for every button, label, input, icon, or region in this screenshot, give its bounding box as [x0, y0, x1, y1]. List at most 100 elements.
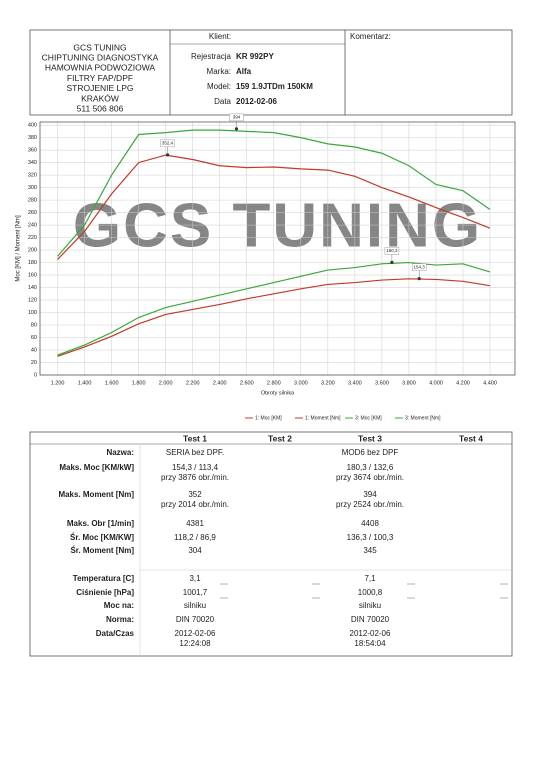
- y-tick-label: 200: [28, 248, 37, 254]
- field-value: KR 992PY: [236, 52, 274, 61]
- y-tick-label: 160: [28, 273, 37, 279]
- field-label: Data: [214, 97, 231, 106]
- company-line: KRAKÓW: [81, 93, 119, 103]
- x-axis-label: Obroty silnika: [261, 390, 295, 396]
- field-label: Rejestracja: [191, 52, 232, 61]
- y-tick-label: 120: [28, 297, 37, 303]
- x-tick-label: 1.800: [132, 380, 146, 386]
- x-tick-label: 3.600: [375, 380, 389, 386]
- cell-text: silniku: [359, 601, 381, 610]
- table-frame: [29, 431, 513, 657]
- x-tick-label: 2.000: [159, 380, 173, 386]
- row-label: Śr. Moment [Nm]: [70, 546, 134, 555]
- cell-text: 4381: [186, 519, 204, 528]
- cell-text: 352: [188, 490, 202, 499]
- cell-text: przy 3674 obr./min.: [336, 473, 404, 482]
- y-tick-label: 320: [28, 173, 37, 179]
- cell-text: 118,2 / 86,9: [174, 533, 216, 542]
- column-header: Test 2: [268, 433, 292, 443]
- row-label: Śr. Moc [KM/KW]: [70, 533, 134, 542]
- cell-text: 7,1: [364, 574, 376, 583]
- cell-text: 154,3 / 113,4: [172, 463, 219, 472]
- field-value: 159 1.9JTDm 150KM: [236, 82, 313, 91]
- row-label: Ciśnienie [hPa]: [76, 588, 134, 597]
- cell-text: DIN 70020: [351, 615, 390, 624]
- company-line: GCS TUNING: [73, 42, 126, 52]
- legend-label: 3: Moc [KM]: [355, 415, 382, 421]
- series-line: [57, 261, 491, 356]
- cell-text: 12:24:08: [179, 639, 211, 648]
- x-tick-label: 3.000: [294, 380, 308, 386]
- cell-text: SERIA bez DPF.: [166, 448, 224, 457]
- x-tick-label: 4.200: [456, 380, 470, 386]
- annotation-box: [229, 113, 244, 122]
- y-tick-label: 280: [28, 198, 37, 204]
- y-tick-label: 40: [31, 347, 37, 353]
- watermark: GCS TUNING: [73, 191, 482, 260]
- cell-text: przy 2014 obr./min.: [161, 500, 229, 509]
- legend-label: 3: Moment [Nm]: [405, 415, 441, 421]
- cell-text: przy 2524 obr./min.: [336, 500, 404, 509]
- cell-text: 4408: [361, 519, 379, 528]
- annotation-label: 352,4: [162, 141, 174, 146]
- x-tick-label: 1.600: [105, 380, 119, 386]
- client-title: Klient:: [209, 32, 231, 41]
- y-tick-label: 300: [28, 185, 37, 191]
- annotation-label: 154,3: [414, 264, 426, 269]
- field-label: Model:: [207, 82, 231, 91]
- cell-text: przy 3876 obr./min.: [161, 473, 229, 482]
- row-label: Nazwa:: [106, 448, 134, 457]
- row-label: Temperatura [C]: [73, 574, 135, 583]
- cell-text: 2012-02-06: [350, 629, 391, 638]
- column-header: Test 1: [183, 433, 207, 443]
- x-tick-label: 2.200: [186, 380, 200, 386]
- legend-label: 1: Moment [Nm]: [305, 415, 341, 421]
- y-tick-label: 20: [31, 360, 37, 366]
- annotation-box: [384, 247, 400, 255]
- annotation-box: [160, 139, 175, 148]
- cell-text: silniku: [184, 601, 206, 610]
- company-line: FILTRY FAP/DPF: [67, 73, 133, 83]
- x-tick-label: 2.800: [267, 380, 281, 386]
- row-label: Data/Czas: [96, 629, 135, 638]
- series-line: [57, 129, 491, 257]
- series-line: [57, 154, 491, 260]
- x-tick-label: 3.400: [348, 380, 362, 386]
- comment-title: Komentarz:: [350, 32, 391, 41]
- row-label: Maks. Obr [1/min]: [67, 519, 134, 528]
- header-frame: [29, 29, 513, 116]
- cell-text: 394: [363, 490, 377, 499]
- y-tick-label: 260: [28, 210, 37, 216]
- company-line: HAMOWNIA PODWOZIOWA: [45, 63, 156, 73]
- x-tick-label: 4.000: [429, 380, 443, 386]
- x-tick-label: 1.400: [78, 380, 92, 386]
- cell-text: 180,3 / 132,6: [347, 463, 394, 472]
- annotation-box: [411, 263, 427, 271]
- annotation-label: 180,3: [386, 248, 398, 253]
- x-tick-label: 3.800: [402, 380, 416, 386]
- row-label: Norma:: [106, 615, 134, 624]
- y-axis-label: Moc [KM] / Moment [Nm]: [16, 215, 22, 282]
- cell-text: 1001,7: [183, 588, 208, 597]
- x-tick-label: 1.200: [51, 380, 65, 386]
- company-line: 511 506 806: [77, 103, 124, 113]
- x-tick-label: 2.400: [213, 380, 227, 386]
- y-tick-label: 340: [28, 160, 37, 166]
- annotation-label: 394: [233, 115, 241, 120]
- x-tick-label: 3.200: [321, 380, 335, 386]
- column-header: Test 3: [358, 433, 382, 443]
- y-tick-label: 60: [31, 335, 37, 341]
- x-tick-label: 4.400: [483, 380, 497, 386]
- cell-text: 2012-02-06: [175, 629, 216, 638]
- cell-text: 18:54:04: [354, 639, 386, 648]
- cell-text: MOD6 bez DPF: [342, 448, 399, 457]
- y-tick-label: 240: [28, 223, 37, 229]
- company-line: STROJENIE LPG: [66, 83, 133, 93]
- row-label: Maks. Moc [KM/kW]: [59, 463, 134, 472]
- cell-text: 345: [363, 546, 377, 555]
- column-header: Test 4: [459, 433, 483, 443]
- cell-text: 1000,8: [358, 588, 383, 597]
- field-value: Alfa: [236, 67, 252, 76]
